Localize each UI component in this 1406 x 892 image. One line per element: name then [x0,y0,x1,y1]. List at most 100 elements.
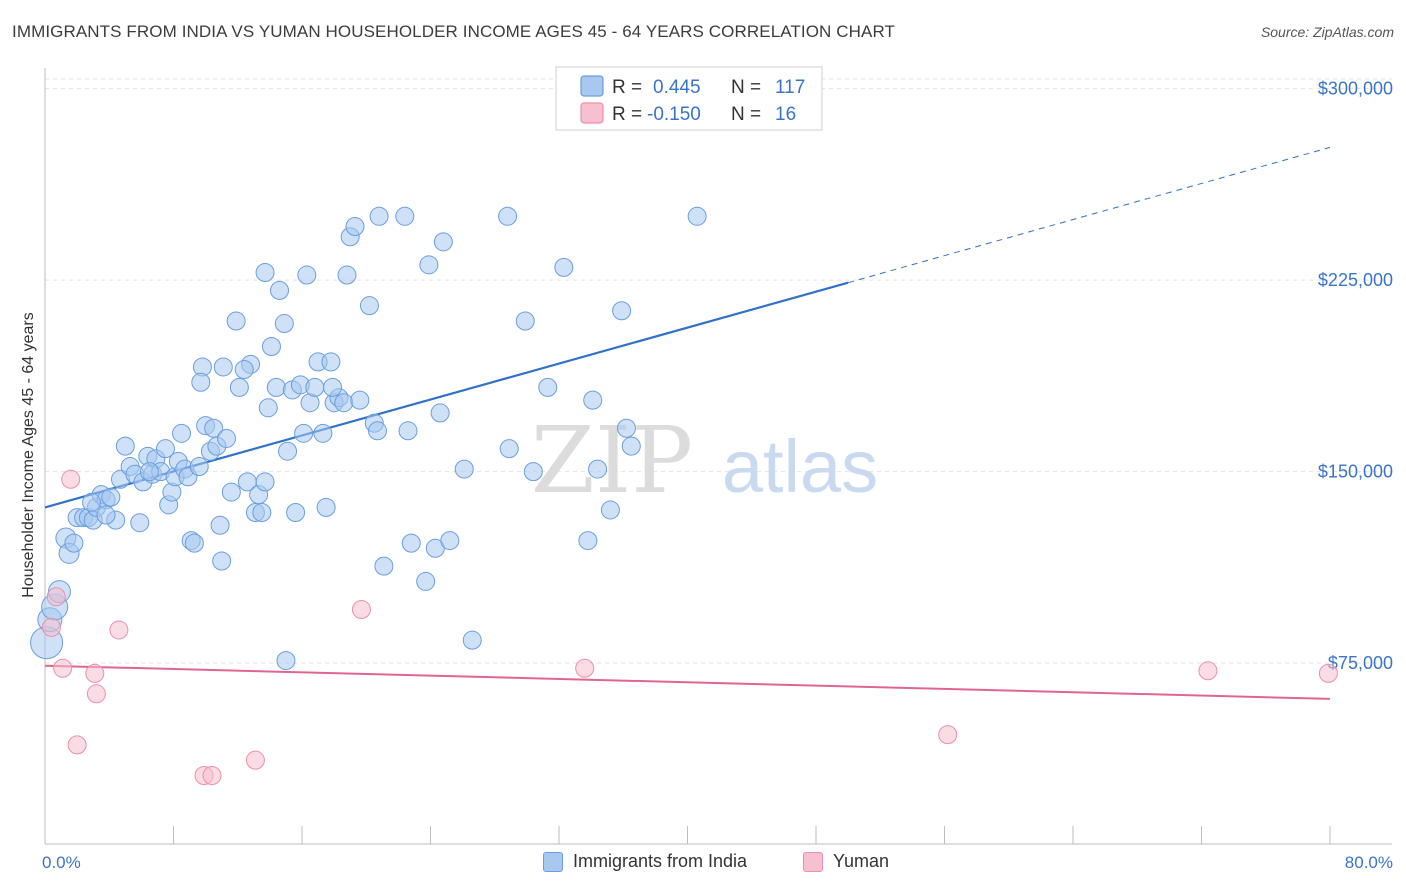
bottom-legend: Immigrants from India Yuman [0,851,1406,879]
legend-n-label: N = [731,77,761,98]
legend-item-yuman[interactable]: Yuman [803,851,889,872]
india-point [286,502,306,522]
india-point [321,352,341,372]
india-point [369,206,389,226]
india-point [212,551,232,571]
india-point [398,421,418,441]
india-point [234,360,254,380]
india-point [155,439,175,459]
axes [44,68,1392,845]
legend-swatch-india [543,851,563,872]
yuman-point [61,469,81,489]
legend-r-label: R = [612,104,642,125]
yuman-point [938,725,958,745]
india-point [498,206,518,226]
india-point [64,533,84,553]
y-tick-label: $75,000 [1328,653,1393,673]
india-point [430,403,450,423]
watermark-atlas: atlas [722,425,878,508]
india-point [454,459,474,479]
india-point [130,513,150,533]
india-point [229,377,249,397]
india-point [162,482,182,502]
india-point [499,439,519,459]
yuman-point [85,663,105,683]
x-tick-label: 80.0% [1345,853,1393,872]
source-label: Source: ZipAtlas.com [1260,24,1394,40]
legend-label-yuman: Yuman [833,851,890,871]
india-point [213,357,233,377]
india-point [255,262,275,282]
india-point [266,377,286,397]
legend-r-value: -0.150 [647,104,701,125]
india-point [82,492,102,512]
india-point [305,377,325,397]
yuman-point [46,587,66,607]
india-point [395,206,415,226]
y-axis-label: Householder Income Ages 45 - 64 years [20,312,37,598]
india-point [600,500,620,520]
yuman-point [1198,661,1218,681]
x-tick-label: 0.0% [42,853,81,872]
legend-n-value: 16 [775,104,796,125]
yuman-point [1318,663,1338,683]
india-point [217,428,237,448]
yuman-point [41,617,61,637]
india-point [323,377,343,397]
india-point [337,265,357,285]
india-point [433,232,453,252]
yuman-point [202,765,222,785]
legend-item-india[interactable]: Immigrants from India [543,851,747,872]
series-india-points [30,206,707,671]
india-point [515,311,535,331]
india-point [274,314,294,334]
yuman-point [109,620,129,640]
legend-swatch-india [580,75,604,97]
india-point [687,206,707,226]
trend-line-yuman [44,664,1331,700]
series-yuman-points [41,469,1338,785]
yuman-point [351,600,371,620]
y-tick-labels: $75,000 $150,000 $225,000 $300,000 [1318,79,1393,674]
india-point [578,531,598,551]
india-point [462,630,482,650]
trend-line-india-dashed [847,146,1331,284]
india-point [294,423,314,443]
india-point [350,390,370,410]
india-point [401,533,421,553]
india-point [189,457,209,477]
india-point [616,418,636,438]
x-tick-labels: 0.0% 80.0% [42,853,1393,872]
india-point [440,531,460,551]
india-point [221,482,241,502]
india-point [416,571,436,591]
watermark-zip: ZIP [531,407,693,514]
india-point [538,377,558,397]
legend-r-value: 0.445 [653,77,701,98]
india-point [101,487,121,507]
india-point [583,390,603,410]
india-point [270,280,290,300]
india-point [115,436,135,456]
yuman-point [245,750,265,770]
india-point [255,472,275,492]
watermark: ZIP atlas [531,407,878,514]
yuman-point [86,684,106,704]
legend-r-label: R = [612,77,642,98]
india-point [374,556,394,576]
india-point [191,372,211,392]
india-point [261,337,281,357]
legend-n-value: 117 [775,77,805,98]
india-point [419,255,439,275]
india-point [523,462,543,482]
india-point [172,423,192,443]
india-point [367,421,387,441]
chart-title: IMMIGRANTS FROM INDIA VS YUMAN HOUSEHOLD… [12,22,896,41]
india-point [184,533,204,553]
india-point [276,651,296,671]
yuman-point [575,658,595,678]
india-point [316,497,336,517]
legend-swatch-yuman [580,102,604,124]
india-point [252,502,272,522]
